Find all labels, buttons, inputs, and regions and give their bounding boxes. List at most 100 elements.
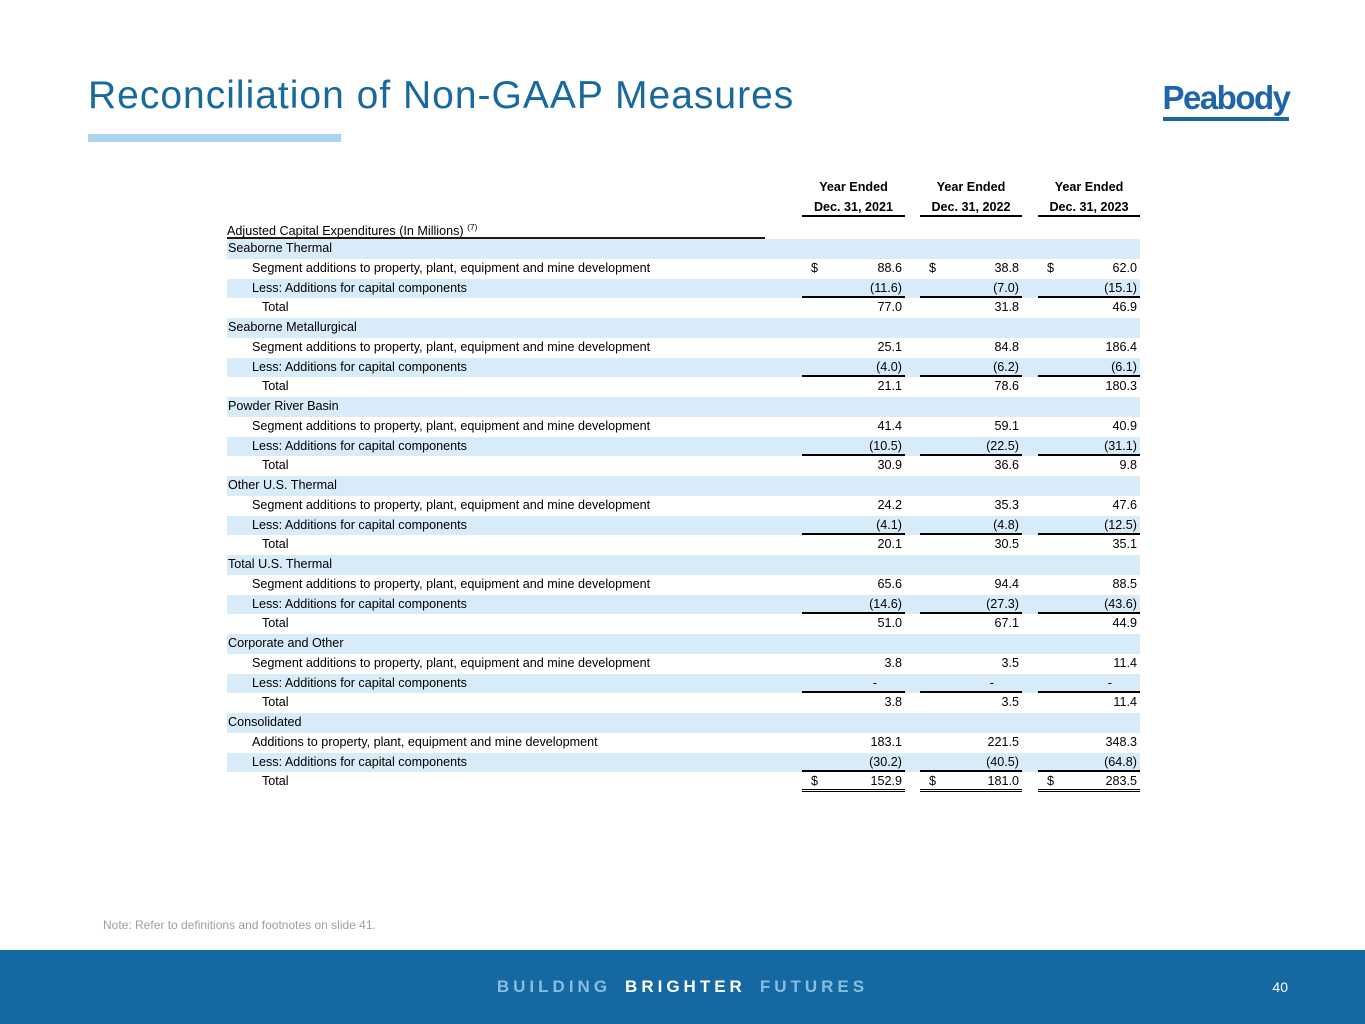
column-header: Year Ended <box>819 180 888 194</box>
cell-value: 36.6 <box>994 458 1019 473</box>
value-cell: (27.3) <box>920 595 1022 615</box>
cell-value: 78.6 <box>994 379 1019 394</box>
cell-value: (6.2) <box>993 359 1019 374</box>
value-cell <box>802 555 905 575</box>
value-cell: 3.8 <box>802 654 905 674</box>
page-title: Reconciliation of Non-GAAP Measures <box>88 74 795 117</box>
cell-value: 59.1 <box>994 418 1019 433</box>
table-row: Other U.S. Thermal <box>227 476 1140 496</box>
cell-value: (31.1) <box>1104 438 1137 453</box>
value-cell: 25.1 <box>802 338 905 358</box>
column-gap <box>1022 417 1038 437</box>
dollar-sign: $ <box>811 774 819 789</box>
row-label: Additions to property, plant, equipment … <box>252 734 598 749</box>
value-cell: $38.8 <box>920 259 1022 279</box>
value-cell: 84.8 <box>920 338 1022 358</box>
cell-value: 51.0 <box>877 616 902 631</box>
table-row: Segment additions to property, plant, eq… <box>227 417 1140 437</box>
value-cell: (43.6) <box>1038 595 1140 615</box>
row-label: Segment additions to property, plant, eq… <box>252 655 651 670</box>
row-label: Total <box>262 537 289 552</box>
column-gap <box>905 338 920 358</box>
row-label: Segment additions to property, plant, eq… <box>252 497 651 512</box>
table-row: Total 30.9 36.6 9.8 <box>227 456 1140 476</box>
value-cell: 65.6 <box>802 575 905 595</box>
value-cell: (10.5) <box>802 437 905 457</box>
value-cell: (64.8) <box>1038 753 1140 773</box>
column-gap <box>905 358 920 378</box>
cell-value: (14.6) <box>869 596 902 611</box>
cell-value: 67.1 <box>994 616 1019 631</box>
cell-value: 20.1 <box>877 537 902 552</box>
value-cell: (4.0) <box>802 358 905 378</box>
logo-wordmark: Peabody <box>1162 79 1291 116</box>
column-gap <box>1022 753 1038 773</box>
value-cell: - <box>802 674 905 694</box>
cell-value: (40.5) <box>986 754 1019 769</box>
cell-value: 180.3 <box>1105 379 1137 394</box>
cell-value: 38.8 <box>994 260 1019 275</box>
row-label: Consolidated <box>228 715 302 729</box>
value-cell <box>920 318 1022 338</box>
value-cell: 88.5 <box>1038 575 1140 595</box>
table-row: Less: Additions for capital components (4… <box>227 515 1140 536</box>
column-gap <box>1022 197 1038 217</box>
row-label: Seaborne Metallurgical <box>228 320 357 334</box>
cell-value: 44.9 <box>1112 616 1137 631</box>
column-gap <box>1022 318 1038 338</box>
value-cell <box>1038 634 1140 654</box>
value-cell <box>920 713 1022 733</box>
table-caption: Adjusted Capital Expenditures (In Millio… <box>227 217 765 239</box>
value-cell: (40.5) <box>920 753 1022 773</box>
tagline-word-brighter: BRIGHTER <box>625 977 746 996</box>
value-cell: 67.1 <box>920 614 1022 634</box>
row-label: Segment additions to property, plant, eq… <box>252 418 651 433</box>
value-cell: $88.6 <box>802 259 905 279</box>
value-cell <box>802 476 905 496</box>
column-gap <box>1022 437 1038 457</box>
column-gap <box>1022 338 1038 358</box>
column-gap <box>905 197 920 217</box>
value-cell <box>802 397 905 417</box>
value-cell <box>802 713 905 733</box>
column-gap <box>905 239 920 259</box>
cell-value: (4.1) <box>876 517 902 532</box>
table-row: Seaborne Thermal <box>227 239 1140 259</box>
tagline-word-futures: FUTURES <box>759 977 869 996</box>
row-label: Total <box>262 300 289 315</box>
column-gap <box>905 713 920 733</box>
tagline-word-building: BUILDING <box>496 977 612 996</box>
cell-value: (43.6) <box>1104 596 1137 611</box>
row-label: Total <box>262 774 289 789</box>
value-cell: (22.5) <box>920 437 1022 457</box>
cell-value: - <box>1107 675 1112 690</box>
table-row: Segment additions to property, plant, eq… <box>227 654 1140 674</box>
column-header-date: Dec. 31, 2021 <box>802 197 905 217</box>
value-cell <box>1038 713 1140 733</box>
column-gap <box>1022 476 1038 496</box>
value-cell: - <box>920 674 1022 694</box>
row-label: Segment additions to property, plant, eq… <box>252 260 651 275</box>
value-cell: (4.1) <box>802 516 905 536</box>
value-cell: 30.9 <box>802 456 905 476</box>
row-label: Other U.S. Thermal <box>228 478 337 492</box>
value-cell: 31.8 <box>920 298 1022 318</box>
column-gap <box>905 733 920 753</box>
value-cell: 47.6 <box>1038 496 1140 516</box>
value-cell: 221.5 <box>920 733 1022 753</box>
column-gap <box>1022 575 1038 595</box>
cell-value: 3.8 <box>884 655 902 670</box>
cell-value: 31.8 <box>994 300 1019 315</box>
table-caption-row: Adjusted Capital Expenditures (In Millio… <box>227 217 1140 239</box>
cell-value: 3.5 <box>1001 655 1019 670</box>
cell-value: (4.0) <box>876 359 902 374</box>
value-cell <box>802 239 905 259</box>
cell-value: 77.0 <box>877 300 902 315</box>
column-gap <box>1022 713 1038 733</box>
cell-value: 84.8 <box>994 339 1019 354</box>
column-gap <box>1022 496 1038 516</box>
table-row: Total 77.0 31.8 46.9 <box>227 298 1140 318</box>
cell-value: 24.2 <box>877 497 902 512</box>
row-label: Total U.S. Thermal <box>228 557 333 571</box>
value-cell <box>1038 318 1140 338</box>
